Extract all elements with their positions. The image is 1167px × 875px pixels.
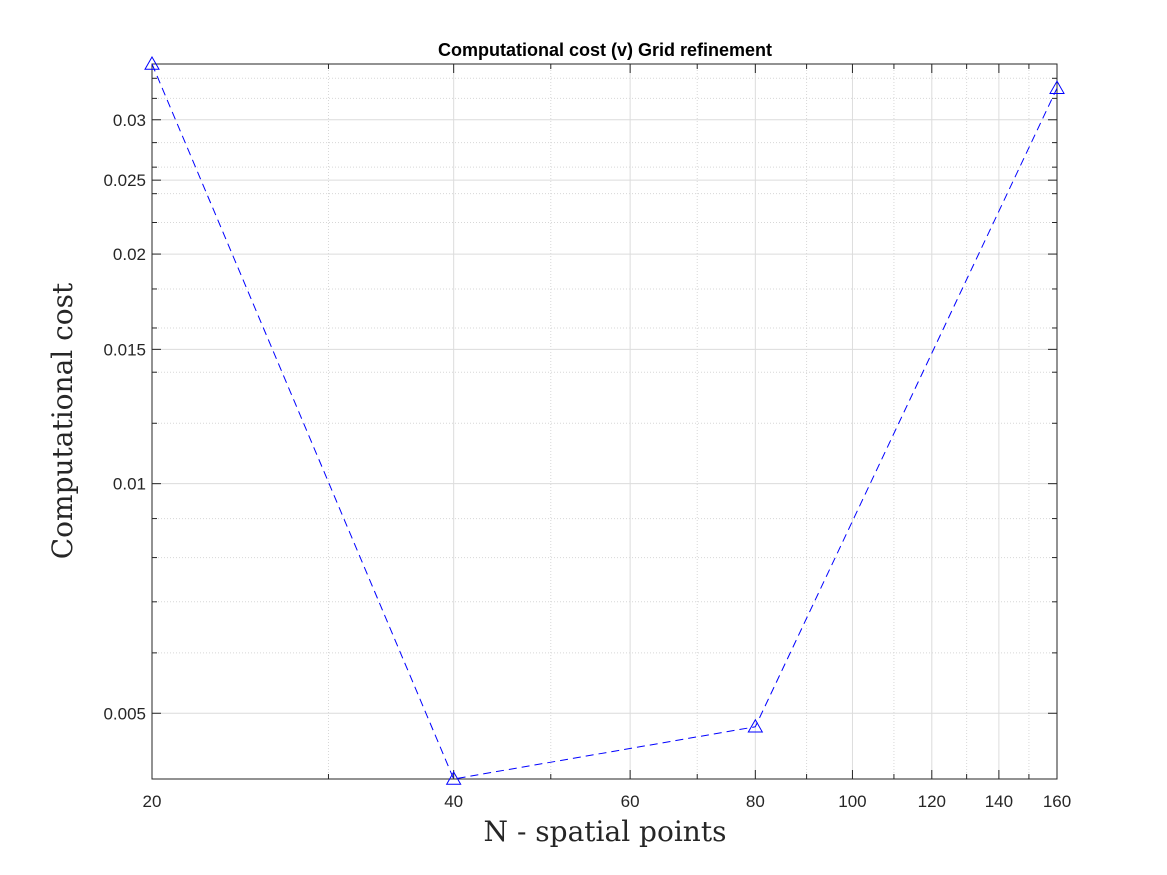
y-tick-label: 0.025	[103, 171, 146, 190]
x-tick-label: 100	[838, 792, 866, 811]
y-tick-labels: 0.005 0.01 0.015 0.02 0.025 0.03	[103, 111, 146, 724]
y-tick-label: 0.02	[113, 245, 146, 264]
x-tick-label: 120	[918, 792, 946, 811]
data-point-marker	[747, 718, 764, 733]
chart-title: Computational cost (v) Grid refinement	[438, 40, 772, 60]
data-point-marker	[445, 770, 462, 785]
x-axis-label: N - spatial points	[484, 815, 727, 848]
x-tick-label: 160	[1043, 792, 1071, 811]
tick-marks	[151, 64, 1058, 779]
x-tick-label: 140	[985, 792, 1013, 811]
x-tick-label: 80	[746, 792, 765, 811]
minor-grid	[152, 64, 1057, 779]
y-axis-label: Computational cost	[46, 282, 79, 559]
x-tick-label: 20	[143, 792, 162, 811]
data-point-marker	[1049, 80, 1065, 94]
y-tick-label: 0.015	[103, 340, 146, 359]
y-tick-label: 0.03	[113, 111, 146, 130]
y-tick-label: 0.01	[113, 475, 146, 494]
x-tick-label: 60	[621, 792, 640, 811]
x-tick-labels: 20 40 60 80 100 120 140 160	[143, 792, 1072, 811]
data-point-marker	[144, 55, 160, 70]
major-grid	[151, 64, 1058, 779]
series-layer	[144, 55, 1065, 785]
plot-area-frame	[151, 63, 1058, 780]
series-line	[151, 63, 1058, 780]
y-tick-label: 0.005	[103, 704, 146, 723]
x-tick-label: 40	[444, 792, 463, 811]
